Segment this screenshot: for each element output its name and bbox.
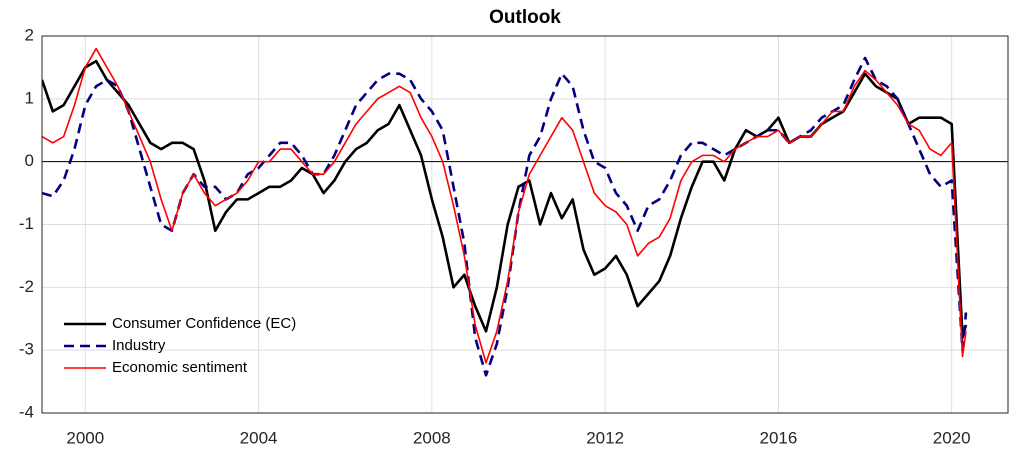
lines: [42, 47, 1008, 377]
series-line: [42, 47, 967, 364]
y-tick-label: -3: [19, 340, 34, 359]
legend-label: Industry: [112, 337, 166, 354]
x-tick-label: 2020: [933, 428, 971, 447]
legend-label: Economic sentiment: [112, 359, 248, 376]
x-tick-label: 2000: [66, 428, 104, 447]
y-tick-label: -4: [19, 402, 34, 421]
x-tick-label: 2012: [586, 428, 624, 447]
y-tick-label: 0: [25, 151, 34, 170]
y-tick-label: 1: [25, 88, 34, 107]
x-tick-label: 2004: [240, 428, 278, 447]
y-tick-label: -2: [19, 277, 34, 296]
x-tick-label: 2016: [759, 428, 797, 447]
legend-label: Consumer Confidence (EC): [112, 315, 296, 332]
y-tick-label: -1: [19, 214, 34, 233]
chart-title: Outlook: [489, 7, 561, 28]
x-tick-label: 2008: [413, 428, 451, 447]
labels: -4 -3 -2 -1 0 1 2 2000 2004 2008 2012 2016 2020 Consu…: [19, 25, 971, 447]
plot-frame: [41, 35, 1009, 414]
y-tick-label: 2: [25, 25, 34, 44]
